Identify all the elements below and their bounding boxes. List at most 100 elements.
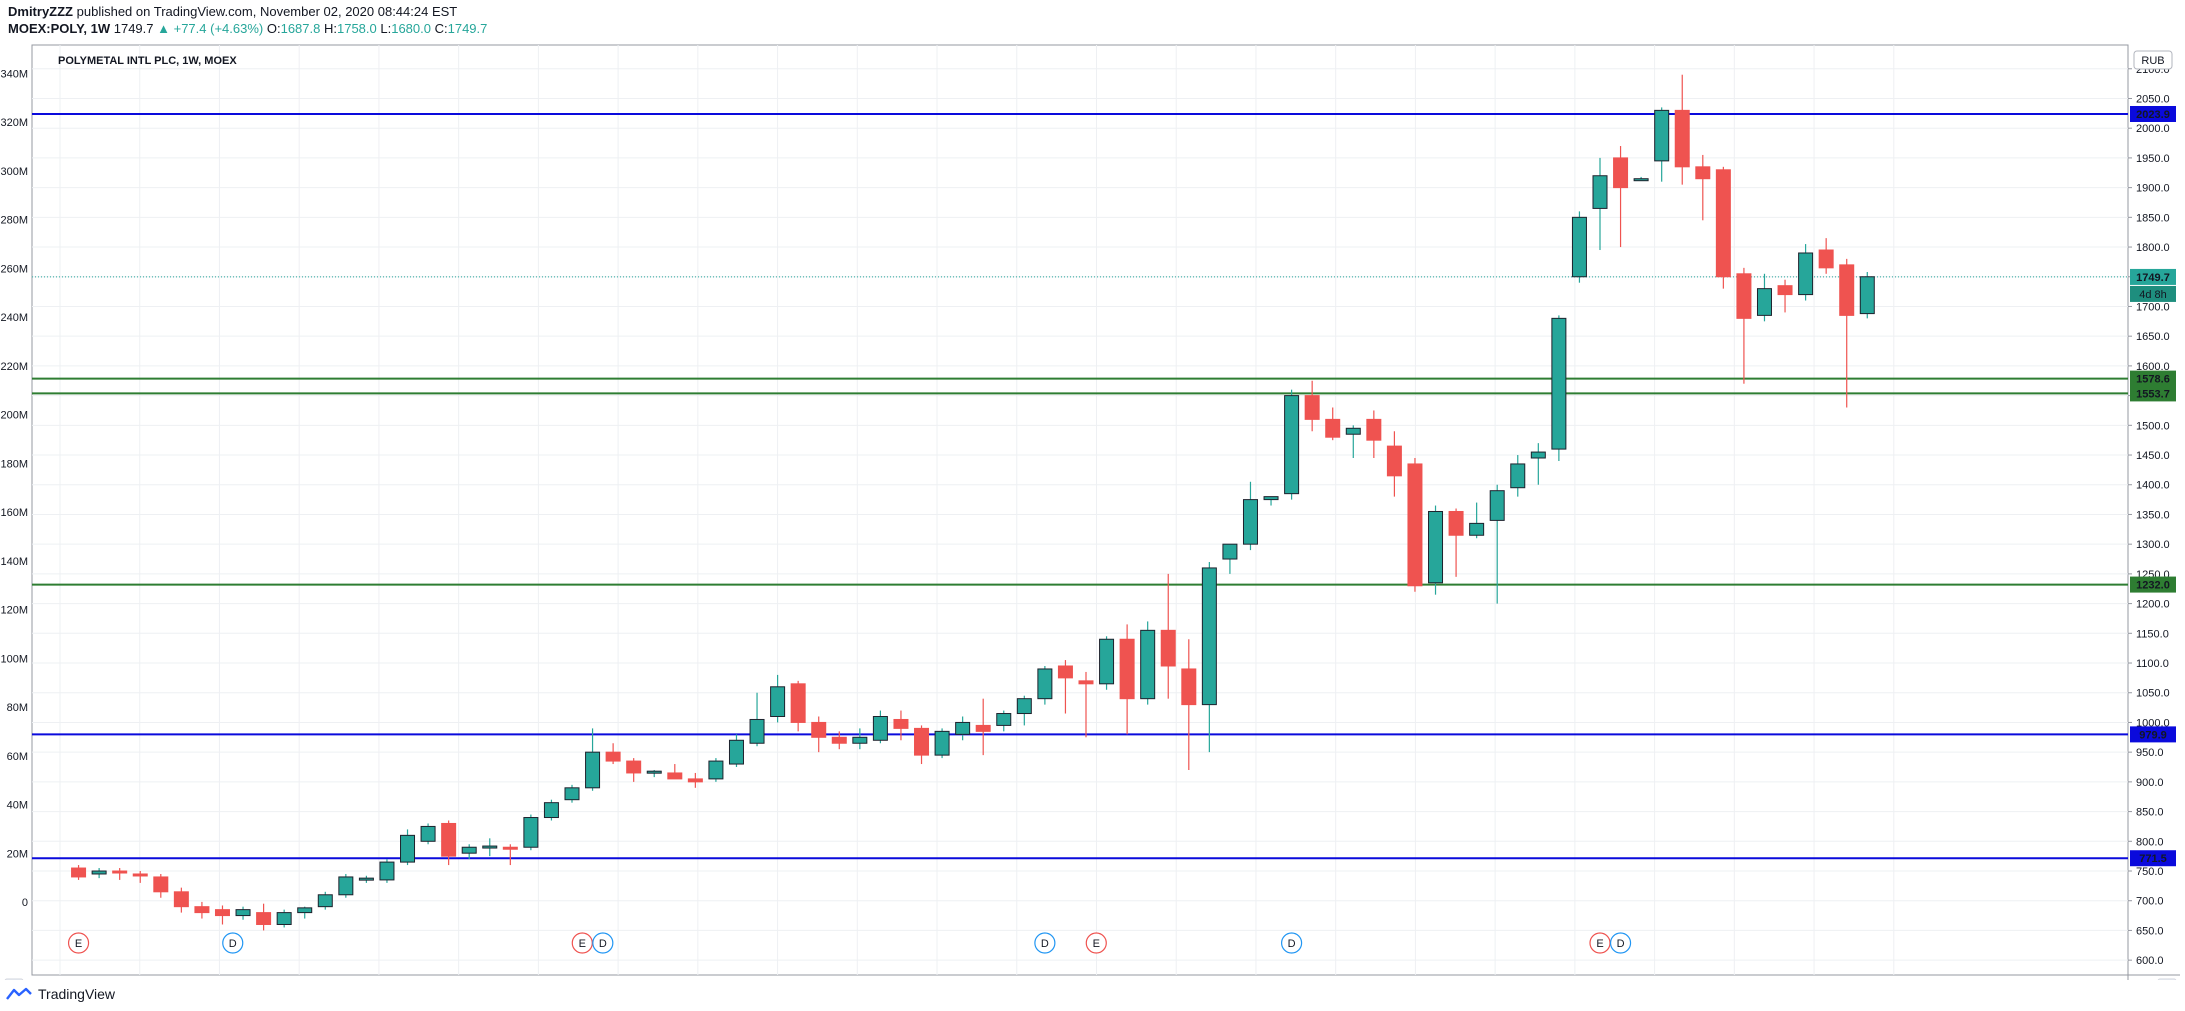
candlestick-chart[interactable]: 600.0 650.0 700.0 750.0 800.0 850.0 900.0 950.0…	[0, 40, 2185, 980]
candle-body[interactable]	[1284, 395, 1300, 495]
candle-body[interactable]	[831, 736, 847, 744]
dividend-marker[interactable]	[222, 932, 244, 954]
candle-body[interactable]	[441, 822, 457, 857]
candle-body[interactable]	[132, 873, 148, 877]
earnings-marker[interactable]	[67, 932, 90, 954]
candle-body[interactable]	[1777, 285, 1793, 296]
candle-body[interactable]	[1469, 522, 1485, 536]
candle-body[interactable]	[893, 718, 909, 729]
candle-body[interactable]	[461, 846, 477, 854]
candle-body[interactable]	[1633, 178, 1649, 182]
candle-body[interactable]	[338, 876, 354, 896]
candle-body[interactable]	[1304, 395, 1320, 420]
candle-body[interactable]	[1263, 496, 1279, 501]
candle-body[interactable]	[256, 912, 272, 925]
candle-body[interactable]	[502, 846, 518, 850]
candle-body[interactable]	[173, 891, 189, 908]
candle-body[interactable]	[1756, 288, 1772, 316]
candle-body[interactable]	[1695, 166, 1711, 180]
candle-body[interactable]	[1654, 109, 1670, 162]
candle-body[interactable]	[1201, 567, 1217, 706]
candle-body[interactable]	[523, 817, 539, 848]
candle-body[interactable]	[1407, 463, 1423, 587]
candle-body[interactable]	[1428, 510, 1444, 584]
candle-body[interactable]	[1839, 264, 1855, 316]
zoom-button[interactable]	[4, 978, 24, 980]
candle-body[interactable]	[400, 834, 416, 863]
candle-body[interactable]	[1345, 427, 1361, 435]
candle-body[interactable]	[1057, 665, 1073, 679]
candle-body[interactable]	[1551, 317, 1567, 450]
candle-body[interactable]	[1099, 638, 1115, 685]
candle-body[interactable]	[811, 721, 827, 738]
candle-body[interactable]	[1140, 629, 1156, 700]
earnings-marker[interactable]	[1085, 932, 1107, 954]
candle-body[interactable]	[71, 867, 87, 878]
candle-body[interactable]	[317, 894, 333, 908]
candle-body[interactable]	[379, 861, 395, 881]
candle-body[interactable]	[1037, 668, 1053, 700]
candle-body[interactable]	[1736, 273, 1752, 319]
dividend-marker[interactable]	[592, 932, 614, 954]
candle-body[interactable]	[1366, 418, 1382, 441]
candle-body[interactable]	[687, 778, 703, 783]
candle-body[interactable]	[1119, 638, 1135, 700]
candle-body[interactable]	[1242, 499, 1258, 545]
candle-body[interactable]	[1715, 169, 1731, 278]
candle-body[interactable]	[1674, 109, 1690, 168]
candle-body[interactable]	[1222, 543, 1238, 560]
candle-body[interactable]	[1386, 445, 1402, 477]
candle-body[interactable]	[749, 718, 765, 744]
candle-body[interactable]	[646, 770, 662, 774]
candle-body[interactable]	[1325, 418, 1341, 438]
candle-body[interactable]	[91, 870, 107, 875]
candle-body[interactable]	[996, 713, 1012, 726]
dividend-marker[interactable]	[1034, 932, 1056, 954]
candle-body[interactable]	[543, 802, 559, 819]
candle-body[interactable]	[482, 845, 498, 849]
candle-body[interactable]	[194, 906, 210, 914]
candle-body[interactable]	[626, 760, 642, 774]
candle-body[interactable]	[934, 730, 950, 756]
candle-body[interactable]	[1016, 698, 1032, 715]
candle-body[interactable]	[975, 724, 991, 732]
candle-body[interactable]	[1489, 490, 1505, 521]
candle-body[interactable]	[770, 686, 786, 718]
candle-body[interactable]	[276, 912, 292, 925]
candle-body[interactable]	[1798, 252, 1814, 296]
candle-body[interactable]	[1181, 668, 1197, 706]
candle-body[interactable]	[1078, 680, 1094, 685]
candle-body[interactable]	[1592, 175, 1608, 209]
plot-area[interactable]	[31, 44, 2129, 976]
candle-body[interactable]	[708, 760, 724, 780]
candle-body[interactable]	[1530, 451, 1546, 459]
candle-body[interactable]	[1571, 216, 1587, 278]
candle-body[interactable]	[1613, 157, 1629, 189]
tradingview-logo[interactable]: TradingView	[6, 986, 115, 1002]
candle-body[interactable]	[1859, 276, 1875, 315]
candle-body[interactable]	[852, 736, 868, 744]
candle-body[interactable]	[1448, 510, 1464, 536]
candle-body[interactable]	[153, 876, 169, 893]
dividend-marker[interactable]	[1280, 932, 1303, 954]
candle-body[interactable]	[358, 877, 374, 881]
dividend-marker[interactable]	[1609, 932, 1632, 954]
candle-body[interactable]	[1160, 629, 1176, 667]
candle-body[interactable]	[605, 751, 621, 762]
candle-body[interactable]	[420, 825, 436, 842]
candle-body[interactable]	[1510, 463, 1526, 489]
candle-body[interactable]	[872, 716, 888, 741]
candle-body[interactable]	[564, 787, 580, 801]
candle-body[interactable]	[790, 683, 806, 723]
candle-body[interactable]	[1818, 249, 1834, 269]
candle-body[interactable]	[297, 907, 313, 914]
candle-body[interactable]	[914, 727, 930, 756]
candle-body[interactable]	[112, 870, 128, 874]
candle-body[interactable]	[955, 721, 971, 735]
candle-body[interactable]	[235, 909, 251, 917]
author-name[interactable]: DmitryZZZ	[8, 4, 73, 19]
candle-body[interactable]	[667, 772, 683, 780]
auto-scale-button[interactable]	[2157, 978, 2177, 980]
candle-body[interactable]	[728, 739, 744, 765]
candle-body[interactable]	[585, 751, 601, 789]
